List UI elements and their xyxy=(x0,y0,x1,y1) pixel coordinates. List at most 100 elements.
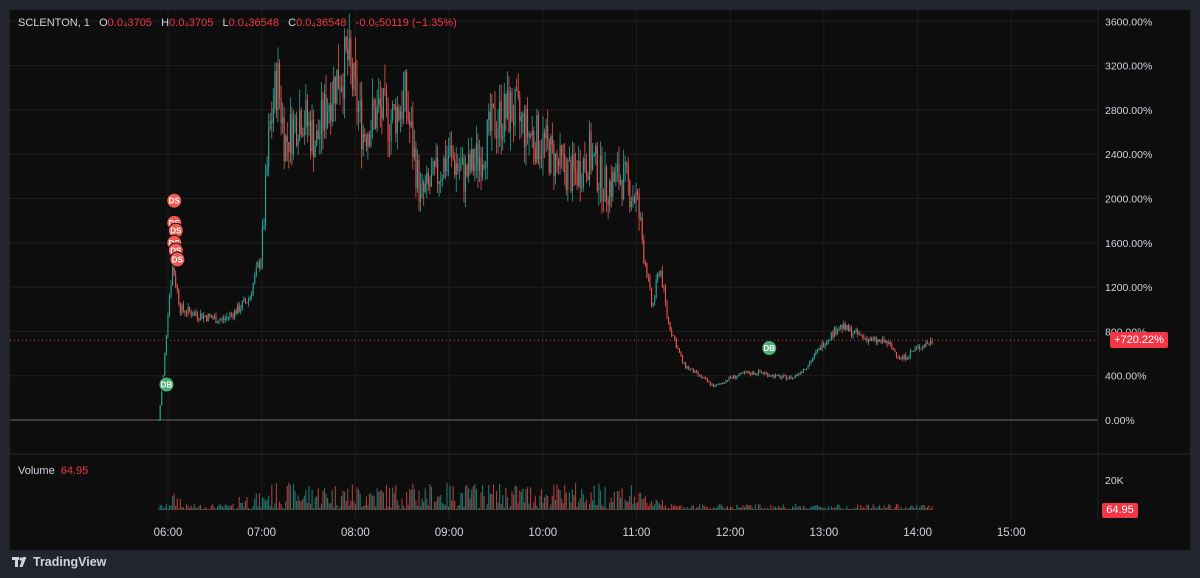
candle-body xyxy=(737,375,739,377)
volume-bar xyxy=(220,504,222,510)
candle-body xyxy=(198,318,200,320)
volume-bar xyxy=(711,509,713,510)
candle-body xyxy=(230,313,233,315)
volume-bar xyxy=(551,495,553,510)
current-price-badge: +720.22% xyxy=(1110,332,1168,348)
volume-bar xyxy=(495,490,498,510)
volume-bar xyxy=(252,505,254,510)
volume-bar xyxy=(359,493,361,510)
candle-body xyxy=(340,86,343,91)
candle-body xyxy=(185,313,188,315)
volume-bar xyxy=(178,508,180,510)
candle-body xyxy=(928,343,930,345)
candle-body xyxy=(513,121,515,126)
volume-bar xyxy=(339,506,341,510)
tradingview-brand[interactable]: TradingView xyxy=(12,555,106,569)
candle-body xyxy=(196,314,198,319)
candle-body xyxy=(409,120,411,127)
volume-bar xyxy=(599,490,601,510)
volume-bar xyxy=(526,487,529,510)
candle-body xyxy=(452,149,454,159)
volume-bar xyxy=(547,495,549,510)
volume-bar xyxy=(836,504,839,510)
volume-bar xyxy=(590,492,592,510)
candle-body xyxy=(404,71,406,93)
candle-body xyxy=(925,343,927,347)
candle-body xyxy=(182,304,184,311)
volume-bar xyxy=(478,507,481,510)
volume-bar xyxy=(199,505,202,510)
candle-body xyxy=(604,167,606,202)
candle-body xyxy=(595,145,597,154)
volume-bar xyxy=(257,506,259,510)
volume-bar xyxy=(209,509,211,510)
candle-body xyxy=(399,111,401,120)
volume-bar xyxy=(861,508,863,510)
volume-bar xyxy=(237,507,239,510)
candle-body xyxy=(900,357,902,359)
candle-body xyxy=(247,299,250,303)
volume-bar xyxy=(299,500,301,510)
volume-bar xyxy=(888,504,890,510)
candle-body xyxy=(858,333,860,335)
volume-bar xyxy=(612,501,614,510)
footer: TradingView xyxy=(0,550,1200,578)
close-value: 0.0₄36548 xyxy=(296,17,347,29)
candle-body xyxy=(668,316,670,323)
candle-body xyxy=(774,374,777,378)
chart-frame[interactable]: 3600.00% 3200.00% 2800.00% 2400.00% 2000.00%… xyxy=(10,10,1190,550)
volume-bar xyxy=(274,503,276,510)
candle-body xyxy=(647,277,649,279)
volume-bar xyxy=(588,504,591,510)
candle-body xyxy=(638,194,640,219)
candle-body xyxy=(708,381,710,383)
chart-canvas[interactable]: 3600.00% 3200.00% 2800.00% 2400.00% 2000.00%… xyxy=(10,10,1190,550)
volume-bar xyxy=(327,497,329,510)
volume-bar xyxy=(502,494,504,510)
candle-body xyxy=(495,136,498,139)
volume-bar xyxy=(291,508,293,510)
volume-label[interactable]: Volume xyxy=(18,465,55,477)
volume-bar xyxy=(553,484,555,510)
candle-body xyxy=(167,314,169,336)
candle-body xyxy=(240,308,242,312)
candle-body xyxy=(540,156,543,158)
candle-body xyxy=(850,327,853,337)
volume-bar xyxy=(224,504,226,510)
volume-bar xyxy=(699,504,701,510)
volume-bar xyxy=(768,509,770,510)
candle-body xyxy=(522,113,524,117)
volume-bar xyxy=(387,506,389,510)
candle-body xyxy=(644,262,646,264)
volume-bar xyxy=(454,500,456,510)
candle-body xyxy=(440,180,442,182)
candle-body xyxy=(550,136,552,173)
candle-body xyxy=(288,141,290,153)
candle-body xyxy=(330,104,332,122)
volume-bar xyxy=(606,508,608,510)
volume-bar xyxy=(545,494,547,510)
volume-bar xyxy=(575,483,577,510)
candle-body xyxy=(852,333,854,337)
marker-ds-label: DS xyxy=(170,227,182,236)
volume-bar xyxy=(703,505,705,510)
candle-body xyxy=(621,179,623,200)
candle-body xyxy=(289,113,291,153)
volume-bar xyxy=(857,504,859,510)
symbol-label[interactable]: SCLENTON, 1 xyxy=(18,17,90,29)
candle-body xyxy=(725,380,727,384)
volume-bar xyxy=(556,484,558,510)
candle-body xyxy=(223,318,225,320)
volume-bar xyxy=(297,495,299,510)
candle-body xyxy=(914,348,916,351)
y-tick-label: 400.00% xyxy=(1105,371,1146,383)
candle-body xyxy=(393,104,395,106)
volume-bar xyxy=(376,488,378,510)
volume-bar xyxy=(525,489,527,510)
volume-bar xyxy=(451,500,453,510)
candle-body xyxy=(486,120,488,168)
volume-bar xyxy=(246,497,248,510)
volume-bar xyxy=(334,486,336,510)
candle-body xyxy=(804,368,806,370)
volume-bar xyxy=(461,493,463,510)
